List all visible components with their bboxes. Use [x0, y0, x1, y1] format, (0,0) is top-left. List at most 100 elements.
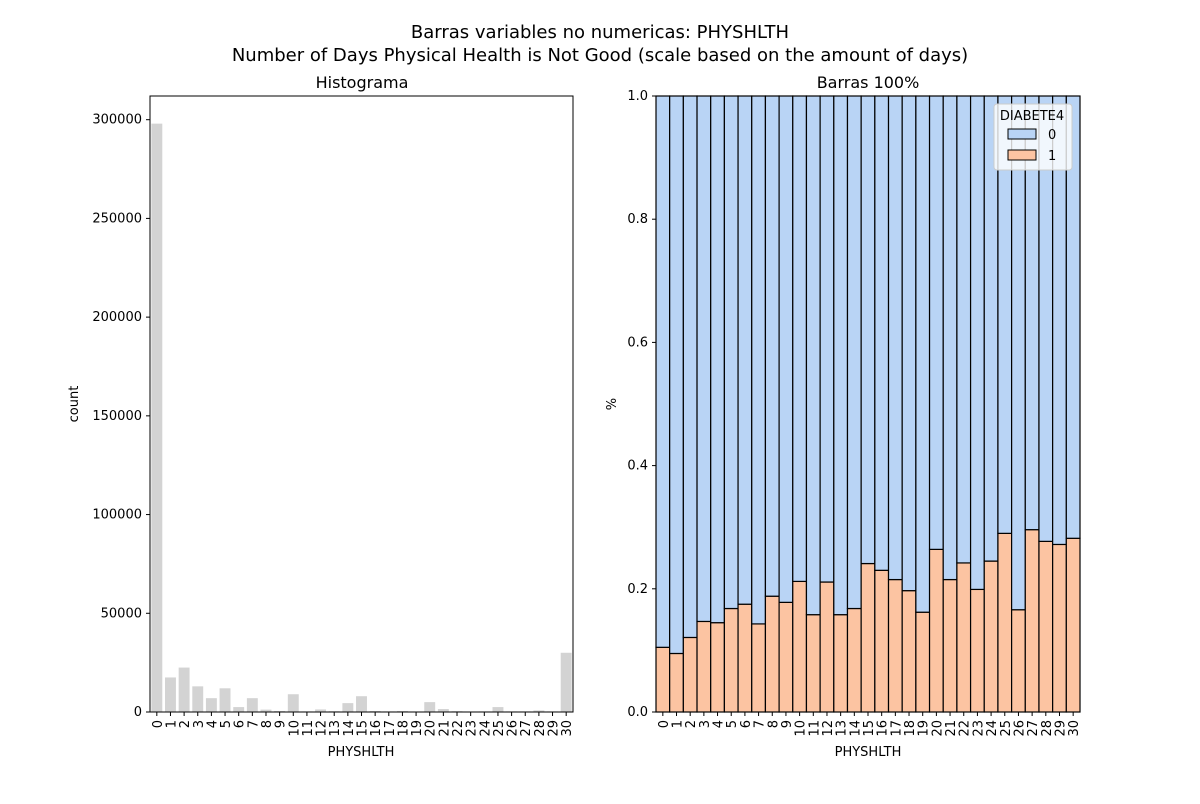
stacked-bar-segment-1	[861, 564, 875, 712]
stacked-bar-segment-1	[793, 581, 807, 712]
stacked-bars	[656, 96, 1080, 712]
stacked-bar-segment-1	[656, 647, 670, 712]
stacked-bar-y-tick-label: 0.0	[627, 705, 648, 720]
histogram-bar	[151, 124, 162, 712]
stacked-bar-segment-0	[1012, 96, 1026, 610]
stacked-bar-segment-0	[834, 96, 848, 615]
stacked-bar-segment-0	[683, 96, 697, 637]
histogram-y-tick-label: 150000	[92, 409, 142, 424]
stacked-bar-segment-1	[670, 653, 684, 712]
stacked-bar-segment-0	[847, 96, 861, 609]
histogram-bar	[342, 703, 353, 712]
stacked-bar-axes: Barras 100% PHYSHLTH % 0.00.20.40.60.81.…	[605, 73, 1082, 760]
legend-label-1: 1	[1048, 149, 1056, 164]
stacked-bar-title: Barras 100%	[817, 73, 920, 92]
histogram-bar	[220, 688, 231, 712]
stacked-bar-segment-1	[1039, 541, 1053, 712]
histogram-y-axis-label: count	[67, 386, 82, 423]
stacked-bar-segment-1	[1053, 544, 1067, 712]
stacked-bar-segment-0	[724, 96, 738, 609]
stacked-bar-segment-1	[916, 612, 930, 712]
stacked-bar-segment-1	[847, 609, 861, 712]
histogram-y-tick-label: 200000	[92, 310, 142, 325]
histogram-axes: Histograma PHYSHLTH count 05000010000015…	[67, 73, 575, 760]
histogram-bar	[179, 668, 190, 712]
stacked-bar-segment-0	[902, 96, 916, 591]
stacked-bar-segment-1	[820, 582, 834, 712]
stacked-bar-segment-1	[1025, 530, 1039, 712]
stacked-bar-segment-1	[875, 570, 889, 712]
stacked-bar-segment-1	[779, 602, 793, 712]
stacked-bar-segment-1	[724, 609, 738, 712]
stacked-bar-segment-1	[943, 580, 957, 712]
stacked-bar-x-ticks: 0123456789101112131415161718192021222324…	[657, 712, 1082, 737]
stacked-bar-segment-1	[711, 623, 725, 712]
histogram-frame	[150, 96, 573, 712]
stacked-bar-segment-0	[861, 96, 875, 564]
stacked-bar-y-ticks: 0.0 0.2 0.4 0.6 0.8 1.0	[627, 89, 656, 720]
stacked-bar-y-tick-label: 0.2	[627, 582, 648, 597]
stacked-bar-segment-1	[971, 589, 985, 712]
stacked-bar-segment-0	[971, 96, 985, 589]
histogram-y-tick-label: 300000	[92, 113, 142, 128]
histogram-x-tick-label: 30	[560, 720, 575, 737]
stacked-bar-segment-0	[670, 96, 684, 653]
stacked-bar-segment-1	[752, 624, 766, 712]
histogram-y-tick-label: 100000	[92, 508, 142, 523]
stacked-bar-segment-0	[957, 96, 971, 563]
histogram-bar	[492, 707, 503, 712]
stacked-bar-segment-0	[875, 96, 889, 570]
stacked-bar-segment-0	[806, 96, 820, 615]
stacked-bar-segment-1	[1012, 610, 1026, 712]
histogram-bar	[356, 696, 367, 712]
histogram-y-tick-label: 50000	[101, 606, 142, 621]
stacked-bar-y-tick-label: 0.6	[627, 335, 648, 350]
legend-swatch-0	[1008, 129, 1036, 139]
stacked-bar-segment-0	[738, 96, 752, 604]
histogram-x-ticks: 0123456789101112131415161718192021222324…	[151, 712, 575, 737]
stacked-bar-segment-1	[889, 580, 903, 712]
stacked-bar-segment-1	[1066, 538, 1080, 712]
stacked-bar-segment-0	[793, 96, 807, 581]
stacked-bar-y-tick-label: 0.4	[627, 459, 648, 474]
stacked-bar-segment-1	[683, 637, 697, 712]
stacked-bar-segment-1	[902, 591, 916, 712]
histogram-y-tick-label: 0	[134, 705, 142, 720]
stacked-bar-segment-0	[697, 96, 711, 621]
stacked-bar-segment-1	[697, 621, 711, 712]
stacked-bar-segment-1	[806, 615, 820, 712]
legend-label-0: 0	[1048, 128, 1056, 143]
histogram-bar	[288, 694, 299, 712]
stacked-bar-y-tick-label: 1.0	[627, 89, 648, 104]
stacked-bar-segment-0	[752, 96, 766, 624]
histogram-bar	[424, 702, 435, 712]
stacked-bar-segment-1	[998, 533, 1012, 712]
stacked-bar-segment-1	[984, 561, 998, 712]
stacked-bar-segment-0	[889, 96, 903, 580]
histogram-bar	[192, 686, 203, 712]
stacked-bar-segment-0	[930, 96, 944, 549]
histogram-y-tick-label: 250000	[92, 211, 142, 226]
stacked-bar-segment-0	[916, 96, 930, 612]
histogram-bar	[247, 698, 258, 712]
stacked-bar-segment-1	[957, 563, 971, 712]
stacked-bar-x-axis-label: PHYSHLTH	[835, 745, 902, 760]
stacked-bar-segment-0	[779, 96, 793, 602]
figure-suptitle-line1: Barras variables no numericas: PHYSHLTH	[411, 22, 789, 43]
legend-title: DIABETE4	[1000, 109, 1064, 124]
stacked-bar-y-tick-label: 0.8	[627, 212, 648, 227]
histogram-bar	[561, 653, 572, 712]
histogram-bars	[151, 124, 571, 712]
histogram-y-ticks: 0 50000 100000 150000 200000 250000 300000	[92, 113, 150, 720]
stacked-bar-segment-0	[765, 96, 779, 596]
stacked-bar-segment-0	[943, 96, 957, 580]
histogram-title: Histograma	[316, 73, 409, 92]
stacked-bar-segment-1	[834, 615, 848, 712]
histogram-bar	[206, 698, 217, 712]
stacked-bar-x-tick-label: 30	[1067, 720, 1082, 737]
stacked-bar-segment-0	[711, 96, 725, 623]
stacked-bar-segment-1	[738, 604, 752, 712]
legend-swatch-1	[1008, 150, 1036, 160]
legend: DIABETE4 0 1	[994, 104, 1072, 170]
